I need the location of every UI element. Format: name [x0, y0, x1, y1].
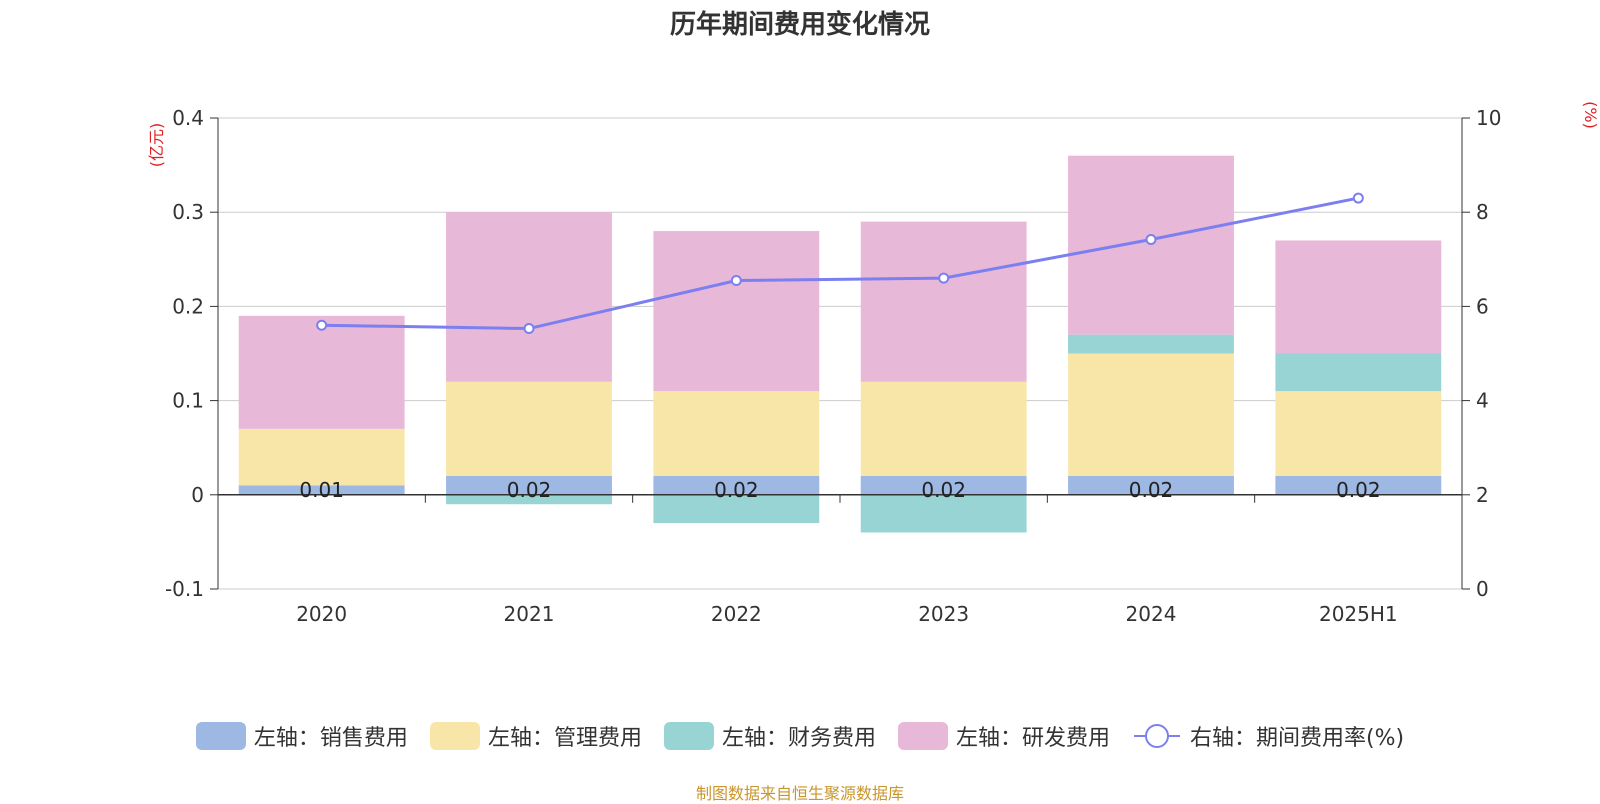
legend-label: 左轴：销售费用 — [253, 726, 408, 751]
bar-2020-series-1 — [238, 428, 405, 486]
legend-label: 左轴：财务费用 — [721, 726, 876, 751]
bar-2024-series-2 — [1068, 334, 1234, 354]
left-tick-label: 0.2 — [172, 294, 204, 318]
bar-2022-series-2 — [653, 494, 820, 524]
bar-marks — [238, 155, 1442, 533]
legend-swatch — [429, 722, 480, 750]
line-point-2022 — [730, 274, 742, 286]
bar-2023-series-1 — [860, 381, 1027, 476]
line-point-2021 — [523, 323, 535, 335]
bar-2024-series-0 — [1068, 475, 1234, 495]
legend-label: 左轴：管理费用 — [487, 726, 642, 751]
right-tick-label: 8 — [1476, 200, 1489, 224]
legend-swatch — [195, 722, 246, 750]
line-point-2024 — [1145, 234, 1157, 246]
legend-label: 左轴：研发费用 — [955, 726, 1110, 751]
bar-2025H1-series-1 — [1275, 391, 1442, 476]
bar-2021-series-3 — [446, 212, 612, 382]
bar-2020-series-3 — [238, 315, 405, 429]
left-tick-label: 0.1 — [172, 389, 204, 413]
data-label-2023: 0.02 — [921, 478, 966, 502]
left-tick-label: 0.4 — [172, 106, 204, 130]
bar-2021-series-2 — [446, 494, 612, 505]
legend-item-2[interactable]: 左轴：财务费用 — [663, 720, 876, 752]
bar-2023-series-3 — [860, 221, 1027, 382]
grid-lines — [218, 117, 1462, 590]
bar-2025H1-series-3 — [1275, 240, 1442, 354]
legend-item-4[interactable]: 右轴：期间费用率(%) — [1132, 720, 1404, 752]
line-expense-rate — [321, 196, 1359, 331]
legend-item-0[interactable]: 左轴：销售费用 — [195, 720, 408, 752]
source-footer: 制图数据来自恒生聚源数据库 — [695, 784, 904, 803]
legend-line-marker-icon — [1133, 724, 1180, 748]
data-label-2022: 0.02 — [714, 478, 759, 502]
right-tick-label: 6 — [1476, 294, 1489, 318]
legend-swatch — [663, 722, 714, 750]
bar-2020-series-0 — [238, 485, 405, 495]
x-tick-label: 2023 — [918, 602, 969, 626]
right-tick-label: 2 — [1476, 483, 1489, 507]
x-tick-label: 2020 — [296, 602, 347, 626]
line-point-2023 — [938, 272, 950, 284]
line-point-2020 — [316, 319, 328, 331]
legend: 左轴：销售费用 左轴：管理费用 左轴：财务费用 左轴：研发费用 右轴：期间费用率(%) — [0, 720, 1600, 752]
legend-label: 右轴：期间费用率(%) — [1189, 726, 1405, 751]
bar-2025H1-series-2 — [1275, 353, 1442, 392]
bar-2022-series-1 — [653, 391, 820, 476]
x-tick-label: 2022 — [711, 602, 762, 626]
right-tick-label: 0 — [1476, 577, 1489, 601]
x-tick-label: 2024 — [1126, 602, 1177, 626]
line-point-2025H1 — [1352, 192, 1364, 204]
right-axis-unit: (%) — [1581, 101, 1600, 129]
bar-2022-series-0 — [653, 475, 820, 495]
axes: -0.1 0 0.1 0.2 0.3 0.4 0 2 4 6 8 10 2020 2021 2022 2023… — [165, 106, 1501, 626]
bar-2025H1-series-0 — [1275, 475, 1442, 495]
data-label-2020: 0.01 — [299, 478, 344, 502]
left-tick-label: 0.3 — [172, 200, 204, 224]
legend-item-3[interactable]: 左轴：研发费用 — [897, 720, 1110, 752]
legend-swatch — [897, 722, 948, 750]
bar-2024-series-1 — [1068, 353, 1234, 476]
right-tick-label: 10 — [1476, 106, 1501, 130]
bar-2023-series-0 — [860, 475, 1027, 495]
right-tick-label: 4 — [1476, 389, 1489, 413]
data-labels: 0.01 0.02 0.02 0.02 0.02 0.02 — [299, 478, 1380, 502]
x-tick-label: 2021 — [504, 602, 555, 626]
data-label-2025H1: 0.02 — [1336, 478, 1381, 502]
left-tick-label: 0 — [191, 483, 204, 507]
bar-2021-series-1 — [446, 381, 612, 476]
x-tick-label: 2025H1 — [1319, 602, 1398, 626]
bar-2022-series-3 — [653, 231, 820, 392]
chart-title: 历年期间费用变化情况 — [669, 10, 930, 40]
line-series — [316, 192, 1364, 335]
left-tick-label: -0.1 — [165, 577, 204, 601]
data-label-2024: 0.02 — [1129, 478, 1174, 502]
bar-2024-series-3 — [1068, 155, 1234, 335]
left-axis-unit: (亿元) — [147, 123, 166, 168]
bar-2021-series-0 — [446, 475, 612, 495]
data-label-2021: 0.02 — [507, 478, 552, 502]
legend-item-1[interactable]: 左轴：管理费用 — [429, 720, 642, 752]
bar-2023-series-2 — [860, 494, 1027, 533]
